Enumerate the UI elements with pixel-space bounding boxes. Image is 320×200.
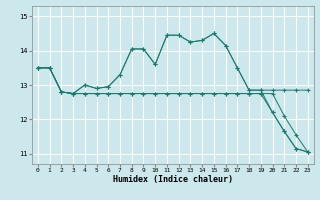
- X-axis label: Humidex (Indice chaleur): Humidex (Indice chaleur): [113, 175, 233, 184]
